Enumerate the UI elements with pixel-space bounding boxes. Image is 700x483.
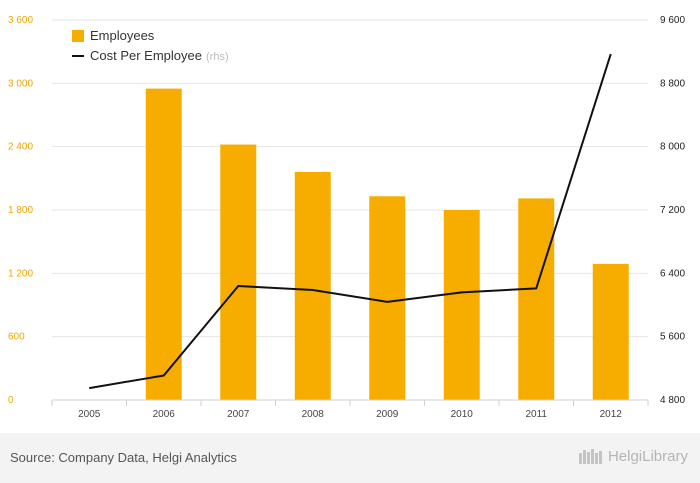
bar-2006 <box>145 88 182 400</box>
left-tick-label: 600 <box>8 332 25 343</box>
helgi-library-logo[interactable]: HelgiLibrary <box>578 447 688 465</box>
bar-2008 <box>294 172 331 400</box>
x-tick-label: 2006 <box>153 409 176 420</box>
library-books-icon <box>578 449 602 464</box>
grid-lines <box>52 19 648 338</box>
right-tick-label: 8 000 <box>660 142 685 153</box>
x-tick-label: 2012 <box>600 409 623 420</box>
x-tick-label: 2005 <box>78 409 101 420</box>
chart: 0 600 1 200 1 800 2 400 3 000 3 600 4 800 5 600… <box>8 15 685 420</box>
x-axis <box>51 399 649 406</box>
right-tick-label: 4 800 <box>660 395 685 406</box>
cost-per-employee-line <box>89 53 612 390</box>
legend-label-cost-per-employee: Cost Per Employee (rhs) <box>90 48 229 63</box>
x-tick-label: 2009 <box>376 409 399 420</box>
legend: Employees Cost Per Employee (rhs) <box>72 28 229 63</box>
right-tick-label: 5 600 <box>660 332 685 343</box>
legend-rhs-note: (rhs) <box>206 51 229 63</box>
left-tick-label: 3 600 <box>8 15 33 26</box>
x-tick-label: 2007 <box>227 409 250 420</box>
bar-2012 <box>592 263 629 400</box>
line-series-cost-per-employee <box>89 53 612 390</box>
right-axis-ticks: 4 800 5 600 6 400 7 200 8 000 8 800 9 600 <box>660 15 685 406</box>
x-tick-label: 2011 <box>525 409 547 420</box>
bar-2010 <box>443 210 480 400</box>
x-tick-label: 2008 <box>302 409 325 420</box>
left-tick-label: 1 200 <box>8 268 33 279</box>
x-tick-label: 2010 <box>451 409 474 420</box>
source-note: Source: Company Data, Helgi Analytics <box>10 450 237 465</box>
right-tick-label: 9 600 <box>660 15 685 26</box>
x-axis-ticks: 2005 2006 2007 2008 2009 2010 2011 2012 <box>78 409 622 420</box>
left-axis-ticks: 0 600 1 200 1 800 2 400 3 000 3 600 <box>8 15 33 406</box>
left-tick-label: 1 800 <box>8 205 33 216</box>
legend-swatch-employees <box>72 30 84 42</box>
legend-label-employees: Employees <box>90 28 155 43</box>
right-tick-label: 7 200 <box>660 205 685 216</box>
left-tick-label: 3 000 <box>8 78 33 89</box>
bar-2011 <box>518 198 555 400</box>
left-tick-label: 2 400 <box>8 142 33 153</box>
legend-name: Cost Per Employee <box>90 48 202 63</box>
left-tick-label: 0 <box>8 395 14 406</box>
brand-name: HelgiLibrary <box>607 447 688 465</box>
bar-2009 <box>369 196 406 400</box>
bar-series-employees <box>145 88 629 400</box>
right-tick-label: 6 400 <box>660 268 685 279</box>
bar-2007 <box>220 144 257 400</box>
right-tick-label: 8 800 <box>660 78 685 89</box>
